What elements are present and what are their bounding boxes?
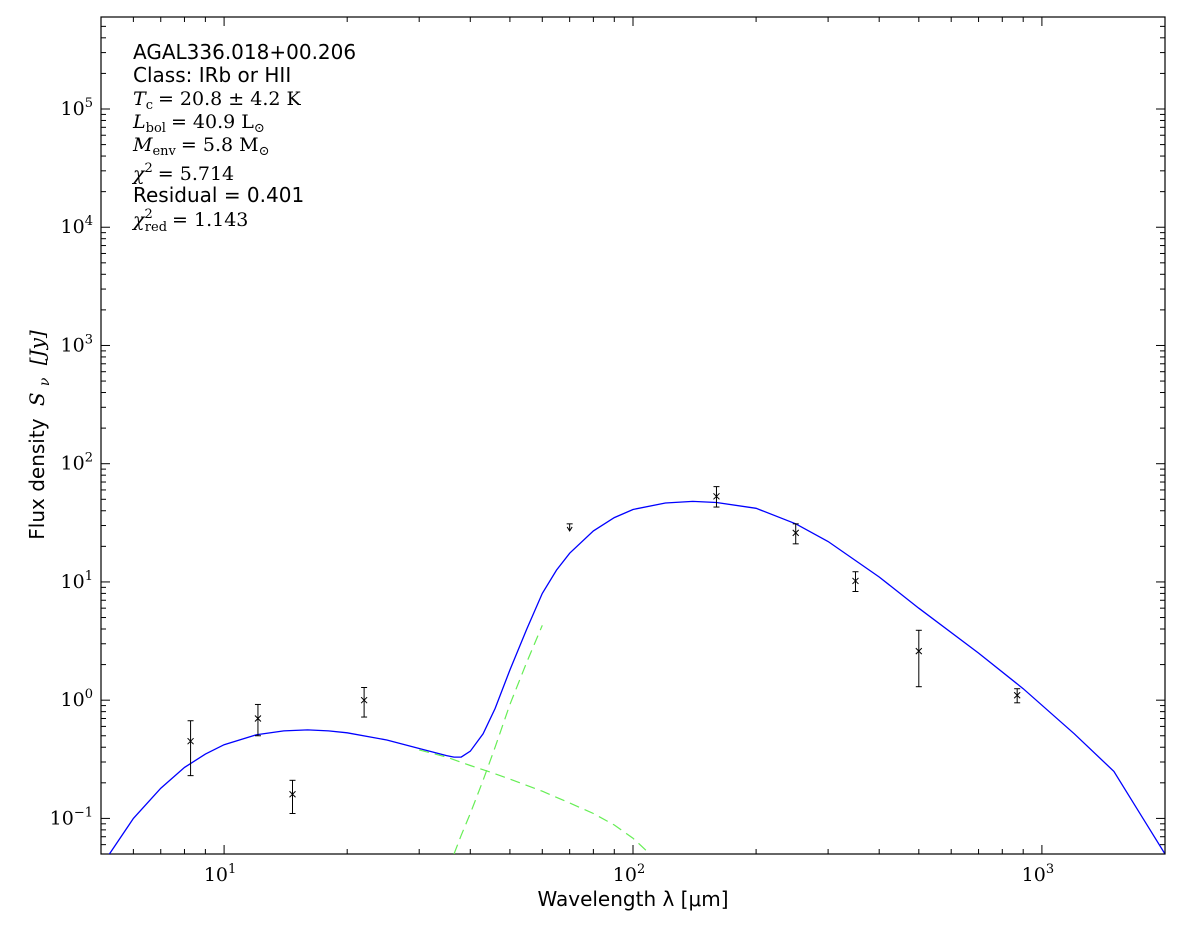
chi2red-label: χ2 red = 1.143 (131, 207, 248, 235)
source-name: AGAL336.018+00.206 (133, 40, 356, 64)
point-marker (915, 647, 923, 655)
y-axis-label-unit: [Jy] (25, 330, 49, 365)
data-point (289, 779, 296, 815)
data-point (852, 571, 859, 593)
data-point (1013, 688, 1021, 704)
points-layer (187, 486, 1021, 815)
y-tick-label: 100 (61, 687, 93, 711)
x-axis-label: Wavelength λ [μm] (537, 887, 728, 911)
data-point (713, 486, 720, 508)
point-marker (187, 737, 194, 745)
y-tick-label: 10−1 (50, 805, 93, 829)
y-axis-label-subscript: ν (37, 377, 53, 386)
model-curve (108, 500, 1165, 854)
y-axis-label: Flux density S ν [Jy] (25, 330, 54, 540)
y-tick-label: 102 (61, 451, 93, 475)
y-tick-label: 105 (61, 96, 93, 120)
y-tick-label: 104 (61, 214, 93, 238)
x-tick-label: 101 (204, 862, 236, 886)
lbol-value: = 40.9 L (171, 111, 254, 133)
data-point (360, 686, 368, 718)
point-marker (360, 696, 368, 704)
y-axis-label-symbol: S (25, 392, 49, 406)
menv-label: Menv = 5.8 M⊙ (132, 134, 269, 159)
upper-limit-point (566, 523, 573, 532)
point-marker (1013, 691, 1021, 699)
upper-limit-arrow (566, 526, 573, 532)
point-marker (852, 577, 859, 585)
menv-value: = 5.8 M (181, 134, 259, 156)
x-tick-label: 102 (613, 862, 645, 886)
y-axis-label-prefix: Flux density (25, 418, 49, 539)
svg-text:Flux density S ν: Flux density S ν [Jy] (25, 330, 54, 540)
series-layer (108, 500, 1165, 854)
point-marker (713, 492, 720, 500)
x-tick-label: 103 (1022, 862, 1054, 886)
chi2red-value: = 1.143 (172, 209, 248, 231)
residual-label: Residual = 0.401 (133, 183, 304, 207)
component-curve-2 (453, 625, 543, 854)
lbol-label: Lbol = 40.9 L⊙ (132, 111, 265, 136)
data-point (915, 629, 923, 688)
data-point (187, 720, 194, 777)
ticks-layer: 101 102 103 10−1 100 101 102 103 104 105 (50, 16, 1166, 886)
component-curve-1 (419, 749, 651, 854)
point-marker (254, 715, 262, 722)
tc-label: Tc = 20.8 ± 4.2 K (133, 88, 301, 113)
tc-value: = 20.8 ± 4.2 K (158, 88, 302, 110)
plot-frame (100, 16, 1166, 855)
y-tick-label: 101 (61, 569, 93, 593)
data-point (792, 523, 800, 545)
point-marker (792, 529, 800, 537)
info-box: AGAL336.018+00.206 Class: IRb or HII Tc =… (131, 40, 356, 235)
y-tick-label: 103 (61, 332, 93, 356)
chi2-value: = 5.714 (158, 163, 234, 185)
chi2-label: χ2 = 5.714 (131, 161, 234, 185)
data-point (254, 703, 262, 737)
point-marker (289, 790, 296, 798)
class-label: Class: IRb or HII (133, 63, 291, 87)
